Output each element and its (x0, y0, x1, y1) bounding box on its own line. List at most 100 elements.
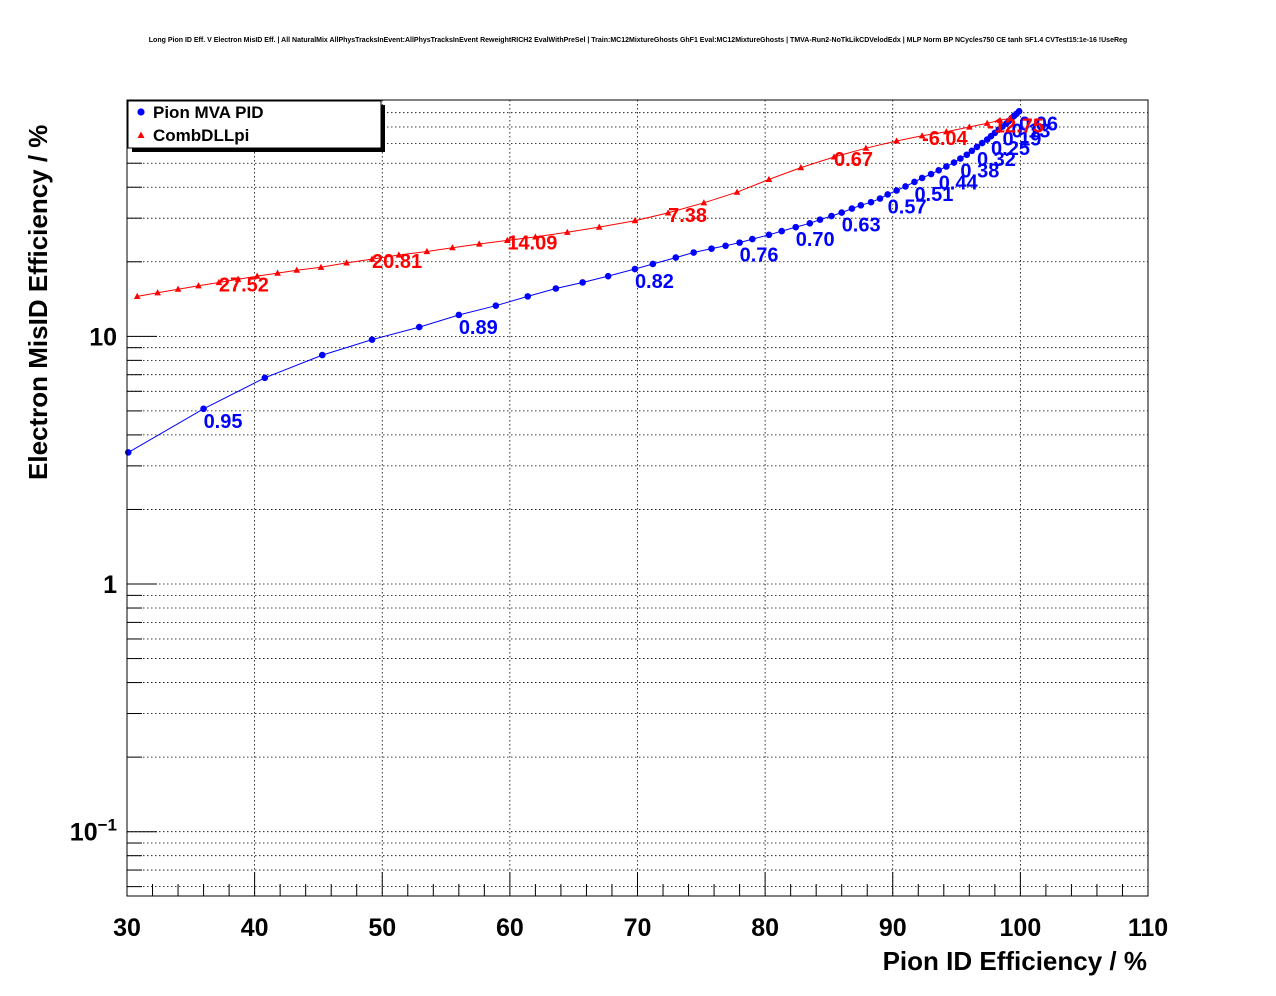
data-point-combdllpi (733, 188, 741, 195)
data-point-pion-mva-pid (524, 293, 532, 300)
x-tick-label: 90 (879, 914, 907, 942)
data-label-combdllpi: 7.38 (668, 205, 707, 227)
data-label-combdllpi: -12.75 (987, 115, 1044, 137)
data-label-combdllpi: 20.81 (372, 251, 422, 273)
data-point-combdllpi (595, 223, 603, 230)
legend-marker-pion-mva (137, 108, 145, 116)
data-point-pion-mva-pid (261, 374, 269, 382)
data-point-pion-mva-pid (736, 239, 743, 246)
data-point-combdllpi (395, 251, 403, 258)
data-point-combdllpi (195, 282, 202, 289)
data-label-combdllpi: -6.04 (922, 128, 968, 150)
data-label-pion-mva-pid: 0.13 (1011, 120, 1050, 142)
data-point-pion-mva-pid (893, 187, 900, 194)
grid-lines (127, 99, 1148, 896)
data-point-combdllpi (797, 164, 805, 171)
data-point-combdllpi (174, 285, 182, 292)
data-point-pion-mva-pid (124, 449, 132, 456)
data-point-combdllpi (343, 259, 350, 266)
data-point-pion-mva-pid (957, 155, 964, 162)
data-point-pion-mva-pid (911, 178, 918, 186)
data-point-pion-mva-pid (806, 220, 814, 227)
data-point-pion-mva-pid (415, 323, 423, 331)
data-label-combdllpi: 14.09 (507, 232, 557, 254)
data-point-pion-mva-pid (943, 163, 950, 170)
data-point-combdllpi (983, 119, 991, 126)
data-point-combdllpi (449, 244, 456, 251)
data-point-pion-mva-pid (884, 191, 891, 198)
legend-box (127, 100, 382, 149)
data-point-combdllpi (532, 233, 539, 240)
data-point-combdllpi (918, 132, 926, 139)
x-tick-label: 80 (751, 914, 779, 942)
data-label-pion-mva-pid: 0.82 (635, 271, 674, 293)
data-point-pion-mva-pid (455, 311, 463, 319)
chart-title: Long Pion ID Eff. V Electron MisID Eff. … (149, 37, 1127, 44)
data-point-combdllpi (504, 236, 511, 243)
data-point-pion-mva-pid (973, 143, 981, 151)
data-point-combdllpi (943, 128, 950, 135)
data-point-pion-mva-pid (1015, 108, 1023, 115)
data-label-pion-mva-pid: 0.32 (977, 149, 1016, 171)
data-point-pion-mva-pid (552, 285, 560, 292)
data-point-combdllpi (215, 278, 223, 286)
legend: Pion MVA PID CombDLLpi (127, 100, 385, 152)
x-tick-label: 50 (368, 914, 396, 942)
data-point-combdllpi (830, 153, 838, 160)
data-point-combdllpi (862, 144, 870, 151)
data-label-pion-mva-pid: 0.57 (888, 196, 927, 218)
data-point-pion-mva-pid (690, 249, 697, 256)
data-point-pion-mva-pid (492, 302, 500, 309)
data-point-pion-mva-pid (749, 235, 756, 243)
data-point-pion-mva-pid (838, 209, 845, 216)
x-tick-label: 30 (113, 914, 141, 942)
data-point-combdllpi (765, 175, 773, 183)
data-label-pion-mva-pid: 0.44 (939, 172, 979, 194)
data-label-pion-mva-pid: 0.95 (204, 411, 243, 433)
data-point-combdllpi (631, 217, 639, 224)
data-label-pion-mva-pid: 0.25 (991, 138, 1030, 160)
data-label-pion-mva-pid: 0.63 (842, 215, 881, 237)
y-tick-label: 1 (103, 571, 117, 599)
legend-label-pion-mva: Pion MVA PID (153, 103, 264, 122)
data-point-pion-mva-pid (867, 198, 875, 206)
data-point-combdllpi (293, 266, 301, 273)
data-point-pion-mva-pid (672, 254, 680, 261)
x-tick-label: 110 (1128, 914, 1168, 942)
x-tick-label: 40 (241, 914, 269, 942)
data-point-combdllpi (253, 272, 261, 279)
x-tick-label: 70 (624, 914, 652, 942)
data-point-combdllpi (996, 116, 1004, 123)
data-point-combdllpi (317, 263, 325, 270)
data-point-pion-mva-pid (708, 245, 715, 252)
data-labels: 0.95 0.89 0.82 0.76 0.70 0.63 0.570.510.440.38… (204, 113, 1058, 432)
data-point-pion-mva-pid (848, 205, 856, 212)
data-point-pion-mva-pid (579, 279, 586, 286)
data-point-combdllpi (133, 292, 141, 299)
data-point-combdllpi (893, 137, 900, 144)
x-tick-label: 100 (1000, 914, 1042, 942)
data-point-pion-mva-pid (935, 167, 942, 174)
data-point-combdllpi (664, 209, 672, 216)
data-point-pion-mva-pid (318, 351, 326, 359)
data-label-combdllpi: 0.67 (834, 149, 873, 171)
x-axis-title: Pion ID Efficiency / % (883, 946, 1147, 976)
data-label-pion-mva-pid: 0.70 (796, 229, 835, 251)
data-label-pion-mva-pid: 0.06 (1019, 113, 1058, 135)
axis-ticks (126, 99, 1149, 896)
data-point-pion-mva-pid (765, 231, 773, 239)
data-label-combdllpi: 27.52 (219, 274, 269, 296)
data-series (124, 108, 1023, 456)
data-point-pion-mva-pid (200, 405, 207, 413)
y-tick-label: 10−1 (70, 816, 117, 847)
data-point-pion-mva-pid (963, 151, 971, 159)
data-point-combdllpi (1006, 114, 1014, 121)
data-point-combdllpi (700, 199, 708, 206)
data-point-combdllpi (475, 240, 483, 247)
y-axis-title: Electron MisID Efficiency / % (23, 125, 53, 480)
y-tick-label: 10 (89, 323, 117, 351)
data-point-combdllpi (154, 289, 161, 296)
data-label-pion-mva-pid: 0.51 (914, 184, 953, 206)
